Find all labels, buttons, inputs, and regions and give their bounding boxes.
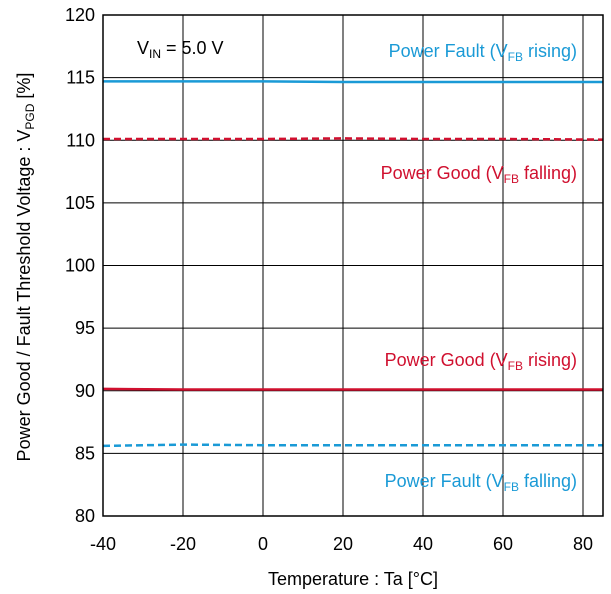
series-line-good-falling	[103, 137, 604, 141]
series-line-fault-rising	[103, 80, 603, 84]
x-tick-label: 20	[333, 534, 353, 554]
series-line-good-rising	[102, 387, 603, 391]
series-line-fault-falling	[102, 443, 603, 448]
y-tick-label: 85	[75, 443, 95, 463]
y-tick-label: 100	[65, 256, 95, 276]
y-axis-label: Power Good / Fault Threshold Voltage : V…	[14, 73, 37, 462]
y-tick-label: 105	[65, 193, 95, 213]
label-fault-rising: Power Fault (VFB rising)	[389, 41, 577, 64]
label-fault-falling: Power Fault (VFB falling)	[385, 471, 577, 494]
y-tick-label: 95	[75, 318, 95, 338]
x-axis-label: Temperature : Ta [°C]	[268, 569, 438, 589]
x-tick-label: 60	[493, 534, 513, 554]
y-tick-label: 80	[75, 506, 95, 526]
y-tick-label: 90	[75, 381, 95, 401]
grid	[102, 14, 603, 517]
x-tick-label: -20	[170, 534, 196, 554]
x-tick-label: -40	[90, 534, 116, 554]
label-good-rising: Power Good (VFB rising)	[385, 350, 577, 373]
series-group	[102, 80, 604, 448]
y-tick-label: 115	[66, 68, 95, 88]
label-good-falling: Power Good (VFB falling)	[381, 163, 577, 186]
x-tick-labels: -40 -20 0 20 40 60 80	[90, 534, 593, 554]
condition-label: VIN = 5.0 V	[137, 38, 224, 61]
plot-frame	[102, 14, 604, 517]
x-tick-label: 0	[258, 534, 268, 554]
x-tick-label: 80	[573, 534, 593, 554]
y-tick-labels: 80 85 90 95 100 105 110 115 120	[65, 5, 95, 526]
y-tick-label: 120	[65, 5, 95, 25]
x-tick-label: 40	[413, 534, 433, 554]
y-tick-label: 110	[66, 130, 95, 150]
